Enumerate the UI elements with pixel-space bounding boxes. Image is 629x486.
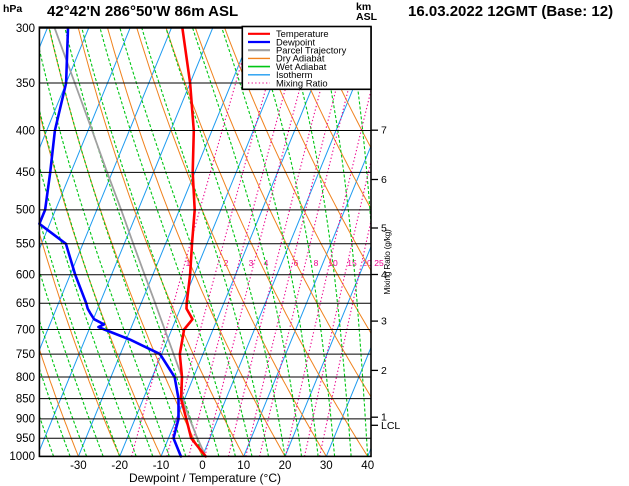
svg-text:900: 900 <box>16 414 35 426</box>
svg-text:950: 950 <box>16 433 35 445</box>
svg-text:6: 6 <box>381 174 387 186</box>
svg-text:-30: -30 <box>70 460 87 472</box>
svg-text:300: 300 <box>16 23 35 35</box>
svg-text:550: 550 <box>16 239 35 251</box>
svg-text:42°42'N 286°50'W 86m ASL: 42°42'N 286°50'W 86m ASL <box>47 3 238 20</box>
svg-text:750: 750 <box>16 349 35 361</box>
svg-text:40: 40 <box>361 460 374 472</box>
svg-text:500: 500 <box>16 205 35 217</box>
svg-text:650: 650 <box>16 298 35 310</box>
svg-text:30: 30 <box>320 460 333 472</box>
svg-text:3: 3 <box>381 316 387 328</box>
svg-text:LCL: LCL <box>381 420 400 432</box>
svg-text:-20: -20 <box>111 460 128 472</box>
svg-text:hPa: hPa <box>3 3 22 15</box>
svg-text:850: 850 <box>16 393 35 405</box>
svg-text:600: 600 <box>16 270 35 282</box>
svg-text:2: 2 <box>381 365 387 377</box>
svg-text:Dewpoint / Temperature (°C): Dewpoint / Temperature (°C) <box>129 471 281 485</box>
svg-text:25: 25 <box>374 258 384 268</box>
svg-text:1000: 1000 <box>9 451 35 463</box>
svg-text:Mixing Ratio: Mixing Ratio <box>276 77 328 88</box>
svg-text:700: 700 <box>16 324 35 336</box>
svg-text:16.03.2022 12GMT (Base: 12): 16.03.2022 12GMT (Base: 12) <box>408 3 613 20</box>
svg-text:ASL: ASL <box>356 11 378 23</box>
svg-text:7: 7 <box>381 125 387 137</box>
svg-text:8: 8 <box>314 258 319 268</box>
svg-text:3: 3 <box>249 258 254 268</box>
svg-text:400: 400 <box>16 125 35 137</box>
svg-text:800: 800 <box>16 372 35 384</box>
svg-text:350: 350 <box>16 78 35 90</box>
svg-text:450: 450 <box>16 167 35 179</box>
svg-text:2: 2 <box>224 258 229 268</box>
